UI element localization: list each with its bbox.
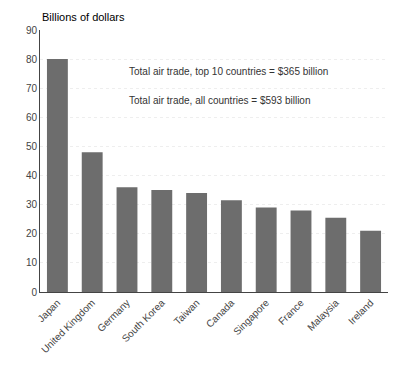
svg-text:South Korea: South Korea [120, 297, 167, 344]
svg-text:Singapore: Singapore [231, 297, 271, 337]
svg-text:United Kingdom: United Kingdom [39, 297, 97, 355]
svg-text:10: 10 [26, 257, 38, 268]
svg-text:Germany: Germany [95, 297, 132, 334]
svg-text:Japan: Japan [35, 297, 62, 324]
svg-text:90: 90 [26, 25, 38, 36]
svg-text:Ireland: Ireland [346, 297, 375, 326]
svg-text:40: 40 [26, 170, 38, 181]
svg-text:50: 50 [26, 141, 38, 152]
svg-text:60: 60 [26, 112, 38, 123]
svg-text:France: France [276, 297, 306, 327]
svg-text:80: 80 [26, 54, 38, 65]
svg-text:30: 30 [26, 199, 38, 210]
svg-text:0: 0 [31, 287, 37, 298]
svg-text:Taiwan: Taiwan [172, 297, 202, 327]
svg-text:Total air trade, top 10 countr: Total air trade, top 10 countries = $365… [129, 66, 328, 77]
svg-text:Total air trade, all countries: Total air trade, all countries = $593 bi… [129, 95, 311, 106]
svg-text:Billions of dollars: Billions of dollars [42, 11, 125, 23]
svg-text:20: 20 [26, 228, 38, 239]
svg-text:70: 70 [26, 83, 38, 94]
svg-text:Malaysia: Malaysia [305, 297, 341, 333]
svg-text:Canada: Canada [204, 297, 237, 330]
